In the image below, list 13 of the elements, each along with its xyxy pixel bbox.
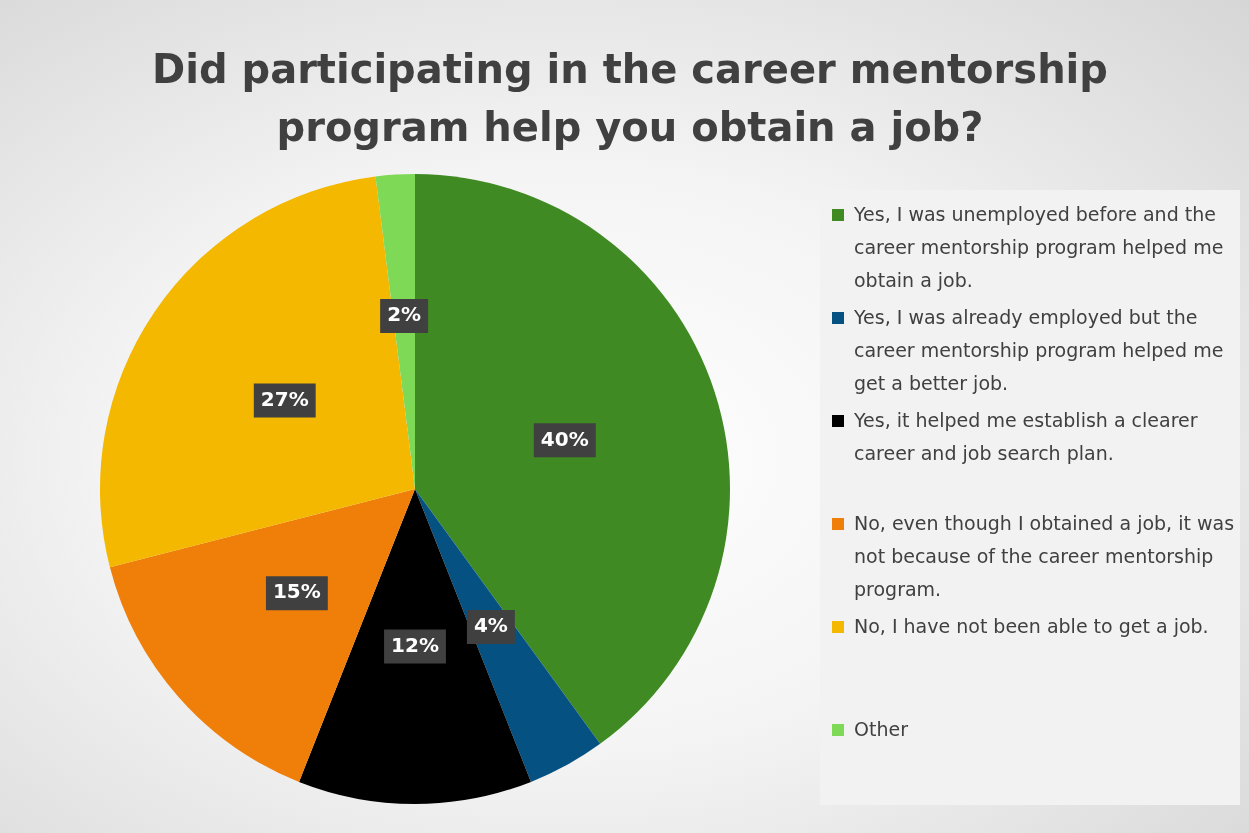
data-label: 27% [260, 386, 309, 411]
data-label: 40% [540, 426, 589, 451]
data-label: 12% [391, 632, 439, 657]
legend-label: Other [854, 718, 908, 740]
legend-label: Yes, I was already employed but the career mentorship program helped me get a better job. [854, 306, 1224, 394]
data-label: 4% [473, 613, 508, 638]
data-label: 2% [387, 302, 422, 327]
legend-label: No, even though I obtained a job, it was not because of the career mentorship program. [854, 512, 1235, 600]
data-label: 15% [272, 579, 321, 604]
legend-label: No, I have not been able to get a job. [854, 615, 1209, 637]
legend-label: Yes, I was unemployed before and the career mentorship program helped me obtain a job. [854, 203, 1224, 291]
chart-title: Did participating in the career mentorship program help you obtain a job? [151, 45, 1109, 152]
legend-label: Yes, it helped me establish a clearer career and job search plan. [854, 409, 1198, 464]
